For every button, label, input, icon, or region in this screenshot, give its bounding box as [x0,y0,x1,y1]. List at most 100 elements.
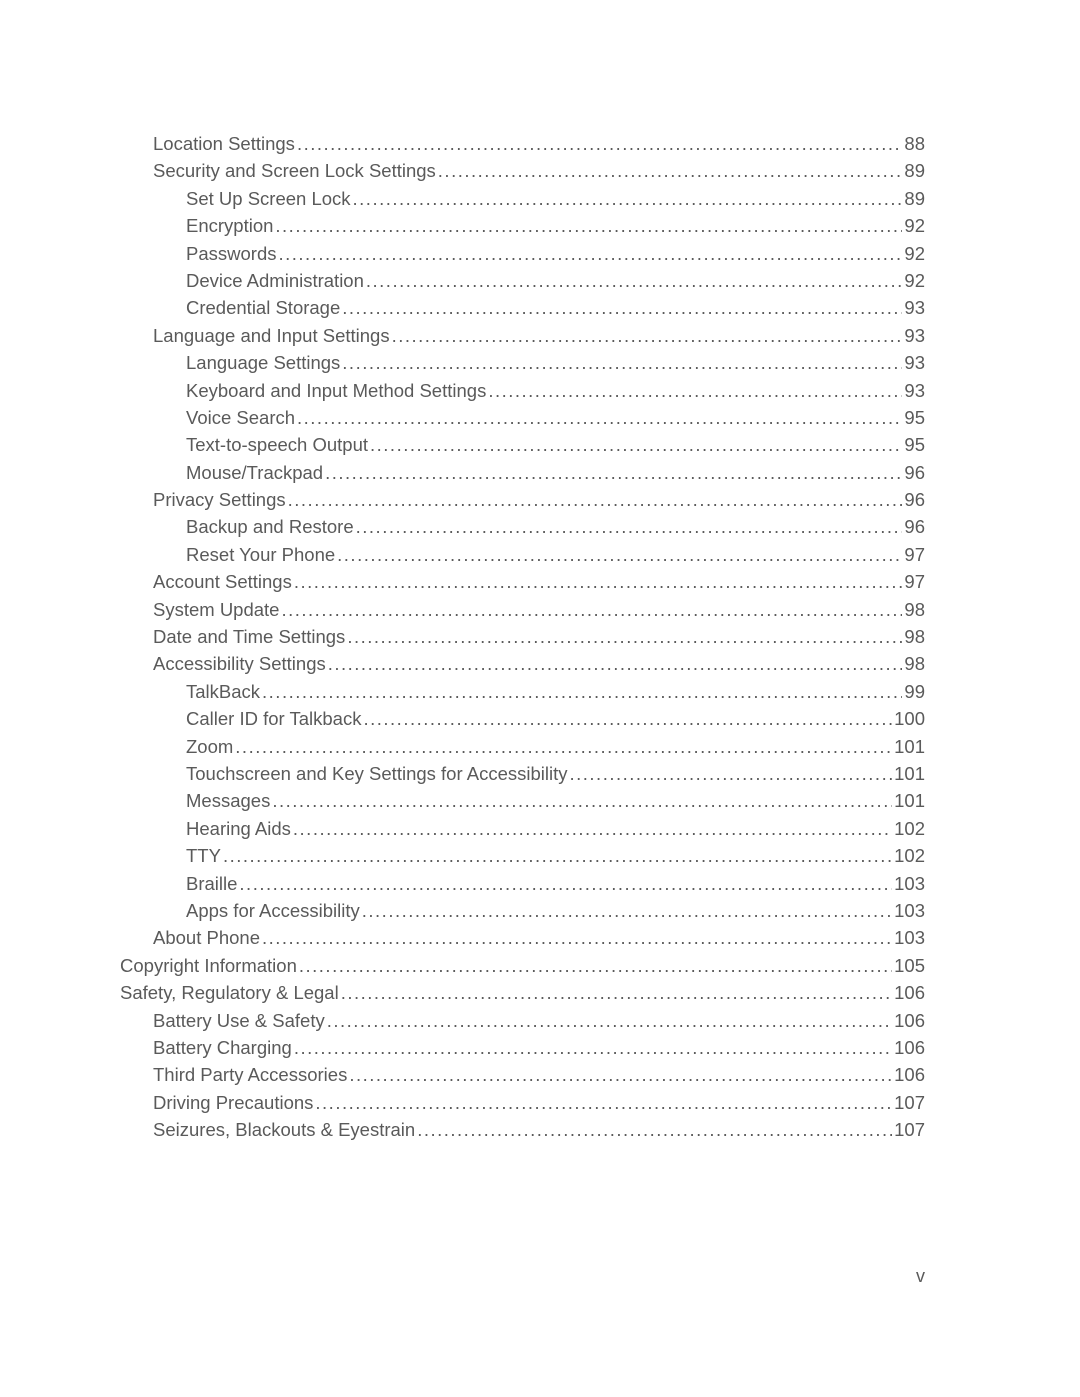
toc-leader-dots [288,491,903,510]
toc-leader-dots [337,546,902,565]
toc-entry-page: 107 [894,1094,925,1113]
toc-entry-label: Apps for Accessibility [186,902,360,921]
toc-entry-page: 99 [904,683,925,702]
toc-entry: Reset Your Phone 97 [120,546,925,565]
toc-page: Location Settings 88 Security and Screen … [0,0,1080,1397]
toc-entry-page: 97 [904,546,925,565]
toc-leader-dots [297,409,902,428]
toc-entry: Date and Time Settings 98 [120,628,925,647]
toc-leader-dots [262,683,902,702]
toc-entry: Third Party Accessories 106 [120,1066,925,1085]
toc-leader-dots [281,601,902,620]
toc-entry-label: System Update [153,601,279,620]
toc-entry-page: 102 [894,820,925,839]
toc-entry: Account Settings 97 [120,573,925,592]
toc-entry-label: Battery Charging [153,1039,292,1058]
toc-entry-label: About Phone [153,929,260,948]
toc-leader-dots [328,655,903,674]
toc-entry: Messages 101 [120,792,925,811]
toc-leader-dots [272,792,892,811]
toc-entry-page: 101 [894,738,925,757]
toc-entry-label: Passwords [186,245,276,264]
toc-entry-label: Security and Screen Lock Settings [153,162,436,181]
toc-entry-page: 98 [904,628,925,647]
toc-entry-page: 98 [904,601,925,620]
toc-leader-dots [293,820,892,839]
toc-entry-label: Mouse/Trackpad [186,464,323,483]
toc-entry-label: Keyboard and Input Method Settings [186,382,486,401]
toc-entry-label: Hearing Aids [186,820,291,839]
toc-entry-label: Driving Precautions [153,1094,313,1113]
toc-entry-label: Battery Use & Safety [153,1012,325,1031]
toc-leader-dots [342,354,902,373]
toc-leader-dots [353,190,903,209]
toc-entry-page: 92 [904,245,925,264]
toc-entry: System Update 98 [120,601,925,620]
toc-entry: Backup and Restore 96 [120,518,925,537]
toc-entry-label: Braille [186,875,237,894]
toc-leader-dots [349,1066,892,1085]
toc-entry-page: 100 [894,710,925,729]
toc-leader-dots [239,875,892,894]
toc-entry-label: Accessibility Settings [153,655,326,674]
toc-entry-page: 106 [894,1066,925,1085]
toc-leader-dots [366,272,903,291]
toc-entry: Zoom 101 [120,738,925,757]
toc-entry: Language Settings 93 [120,354,925,373]
toc-entry-label: Seizures, Blackouts & Eyestrain [153,1121,415,1140]
toc-leader-dots [327,1012,892,1031]
toc-leader-dots [294,573,903,592]
toc-leader-dots [299,957,892,976]
toc-entry: Braille 103 [120,875,925,894]
toc-entry: Location Settings 88 [120,135,925,154]
toc-entry-label: Account Settings [153,573,292,592]
toc-entry-page: 97 [904,573,925,592]
toc-leader-dots [294,1039,892,1058]
toc-entry: Battery Charging 106 [120,1039,925,1058]
toc-entry: Voice Search 95 [120,409,925,428]
toc-entry-label: Language Settings [186,354,340,373]
toc-leader-dots [341,984,892,1003]
toc-entry: TTY 102 [120,847,925,866]
toc-leader-dots [356,518,903,537]
toc-list: Location Settings 88 Security and Screen … [120,135,925,1140]
toc-entry-page: 105 [894,957,925,976]
toc-entry-label: TalkBack [186,683,260,702]
toc-entry: Copyright Information 105 [120,957,925,976]
toc-entry-label: Location Settings [153,135,295,154]
toc-leader-dots [570,765,893,784]
toc-entry-label: Reset Your Phone [186,546,335,565]
toc-leader-dots [297,135,902,154]
toc-entry-page: 107 [894,1121,925,1140]
toc-entry-label: Text-to-speech Output [186,436,368,455]
toc-leader-dots [417,1121,892,1140]
toc-entry-page: 89 [904,162,925,181]
toc-entry-label: Backup and Restore [186,518,354,537]
toc-entry-label: Voice Search [186,409,295,428]
toc-entry-page: 92 [904,217,925,236]
toc-entry-label: Third Party Accessories [153,1066,347,1085]
toc-entry: Credential Storage 93 [120,299,925,318]
toc-entry: Text-to-speech Output 95 [120,436,925,455]
toc-entry-page: 93 [904,354,925,373]
toc-entry: Keyboard and Input Method Settings 93 [120,382,925,401]
toc-entry: Privacy Settings 96 [120,491,925,510]
toc-entry-page: 95 [904,436,925,455]
toc-leader-dots [347,628,902,647]
toc-entry-page: 101 [894,765,925,784]
toc-leader-dots [488,382,902,401]
toc-leader-dots [262,929,892,948]
toc-entry-page: 96 [904,518,925,537]
toc-entry: Device Administration 92 [120,272,925,291]
toc-entry-label: Caller ID for Talkback [186,710,361,729]
toc-entry: Caller ID for Talkback 100 [120,710,925,729]
toc-entry: Safety, Regulatory & Legal 106 [120,984,925,1003]
toc-entry-page: 92 [904,272,925,291]
toc-entry-label: Touchscreen and Key Settings for Accessi… [186,765,568,784]
toc-entry-page: 103 [894,875,925,894]
toc-entry-label: Privacy Settings [153,491,286,510]
toc-entry-label: Credential Storage [186,299,340,318]
toc-entry-label: Copyright Information [120,957,297,976]
toc-entry: Battery Use & Safety 106 [120,1012,925,1031]
toc-entry-page: 89 [904,190,925,209]
